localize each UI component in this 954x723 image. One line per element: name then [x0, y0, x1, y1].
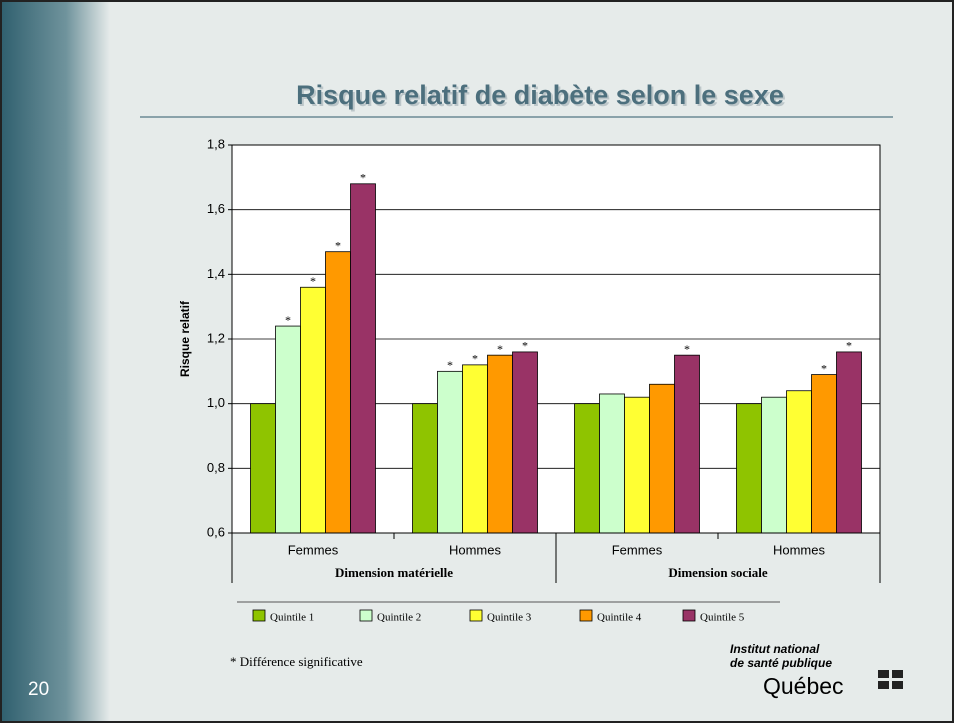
logo-name: Québec — [763, 673, 844, 699]
bar — [786, 390, 812, 534]
legend-swatch — [359, 609, 373, 622]
bar — [811, 374, 837, 534]
y-tick-label: 1,6 — [207, 201, 225, 216]
significance-marker: * — [472, 352, 478, 366]
bar — [487, 354, 513, 534]
significance-marker: * — [335, 238, 341, 252]
legend-label: Quintile 4 — [597, 612, 642, 624]
group-label: Dimension sociale — [668, 565, 768, 580]
legend-label: Quintile 3 — [487, 612, 532, 624]
logo-line: de santé publique — [730, 656, 832, 670]
significance-marker: * — [285, 313, 291, 327]
bar — [437, 370, 463, 534]
bar — [624, 396, 650, 534]
y-tick-label: 0,8 — [207, 460, 225, 475]
legend-label: Quintile 5 — [700, 612, 745, 624]
significance-marker: * — [497, 342, 503, 356]
significance-marker: * — [360, 171, 366, 185]
x-tick-label: Femmes — [288, 542, 339, 557]
footnote: * Différence significative — [230, 654, 363, 669]
significance-marker: * — [447, 358, 453, 372]
y-tick-label: 0,6 — [207, 524, 225, 539]
bar — [761, 396, 787, 534]
bar — [462, 364, 488, 534]
legend-swatch — [252, 609, 266, 622]
bar — [574, 403, 600, 534]
bar — [649, 383, 675, 534]
y-tick-label: 1,2 — [207, 330, 225, 345]
significance-marker: * — [684, 342, 690, 356]
legend-label: Quintile 1 — [270, 612, 314, 624]
bar — [325, 251, 351, 534]
significance-marker: * — [846, 339, 852, 353]
legend-swatch — [579, 609, 593, 622]
slide-number: 20 — [28, 679, 49, 700]
bar — [275, 325, 301, 534]
significance-marker: * — [522, 339, 528, 353]
side-strip — [0, 0, 110, 723]
bar — [599, 393, 625, 534]
x-tick-label: Hommes — [449, 542, 502, 557]
x-tick-label: Hommes — [773, 542, 826, 557]
logo-flag — [878, 670, 903, 689]
bar — [250, 403, 276, 534]
bar — [350, 183, 376, 534]
legend-swatch — [682, 609, 696, 622]
bar — [836, 351, 862, 534]
y-tick-label: 1,0 — [207, 395, 225, 410]
significance-marker: * — [821, 361, 827, 375]
plot-border — [231, 144, 881, 534]
bar — [412, 403, 438, 534]
x-tick-label: Femmes — [612, 542, 663, 557]
y-tick-label: 1,8 — [207, 136, 225, 151]
y-tick-label: 1,4 — [207, 266, 225, 281]
y-axis-label: Risque relatif — [178, 300, 192, 377]
logo-line: Institut national — [730, 642, 820, 656]
group-label: Dimension matérielle — [335, 565, 453, 580]
bar — [300, 286, 326, 534]
legend-swatch — [469, 609, 483, 622]
bar — [674, 354, 700, 534]
bar — [736, 403, 762, 534]
title-shadow: Risque relatif de diabète selon le sexe — [298, 82, 786, 112]
legend-label: Quintile 2 — [377, 612, 421, 624]
bar — [512, 351, 538, 534]
chart-title: Risque relatif de diabète selon le sexe — [296, 80, 784, 110]
significance-marker: * — [310, 274, 316, 288]
